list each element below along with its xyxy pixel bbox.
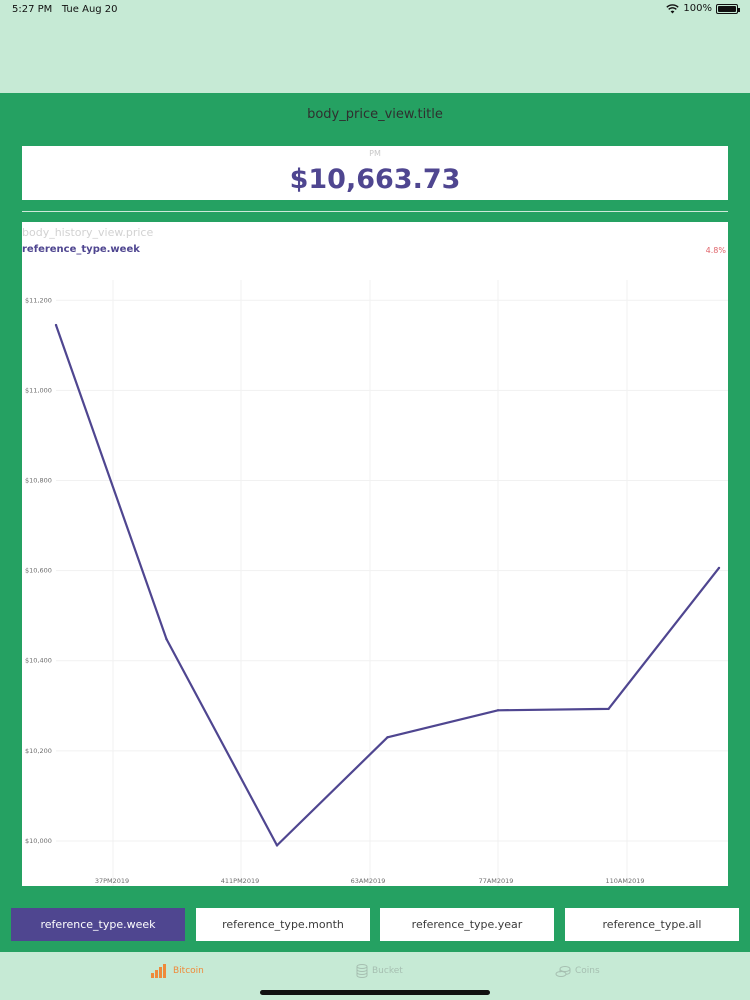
range-year-button[interactable]: reference_type.year: [380, 908, 554, 941]
status-time: 5:27 PM Tue Aug 20: [12, 4, 118, 15]
history-range: reference_type.week: [22, 244, 140, 255]
status-right: 100%: [666, 3, 740, 14]
y-tick-label: $10,200: [25, 747, 52, 755]
price-chart: $11,200 $11,000 $10,800 $10,600 $10,400 $10,2…: [25, 280, 728, 886]
history-card: $11,200 $11,000 $10,800 $10,600 $10,400 $10,2…: [22, 222, 728, 886]
range-month-button[interactable]: reference_type.month: [196, 908, 370, 941]
y-tick-label: $11,200: [25, 296, 52, 304]
coins-icon: [555, 966, 571, 977]
x-tick-label: 110AM2019: [605, 877, 644, 885]
range-all-button[interactable]: reference_type.all: [565, 908, 739, 941]
price-line: [54, 324, 720, 847]
history-title: body_history_view.price: [22, 226, 154, 239]
tab-bitcoin[interactable]: Bitcoin: [151, 964, 204, 978]
history-change: 4.8%: [705, 246, 726, 255]
status-bar: 5:27 PM Tue Aug 20 100%: [0, 0, 750, 20]
battery-icon: [716, 3, 740, 14]
data-point: [165, 637, 168, 641]
data-point: [386, 736, 389, 739]
x-tick-label: 37PM2019: [95, 877, 129, 885]
tab-bucket-label: Bucket: [372, 966, 403, 976]
wifi-icon: [666, 3, 680, 13]
current-price: $10,663.73: [289, 164, 461, 195]
y-tick-label: $11,000: [25, 386, 52, 394]
battery-percent: 100%: [683, 3, 712, 14]
price-card: PM $10,663.73: [22, 146, 728, 200]
data-point: [607, 707, 610, 711]
tab-coins-label: Coins: [575, 966, 600, 976]
data-point: [496, 709, 500, 712]
y-tick-label: $10,800: [25, 476, 52, 484]
tab-coins[interactable]: Coins: [555, 964, 600, 978]
x-tick-label: 411PM2019: [221, 877, 259, 885]
x-tick-label: 77AM2019: [479, 877, 514, 885]
bar-chart-icon: [151, 964, 166, 978]
tab-bitcoin-label: Bitcoin: [173, 966, 204, 976]
range-week-button[interactable]: reference_type.week: [11, 908, 185, 941]
data-point: [54, 323, 58, 327]
database-icon: [356, 964, 368, 978]
y-tick-label: $10,000: [25, 837, 52, 845]
y-tick-label: $10,400: [25, 657, 52, 665]
divider: [22, 211, 728, 212]
page-title: body_price_view.title: [307, 107, 443, 122]
y-tick-label: $10,600: [25, 567, 52, 575]
data-point: [275, 844, 279, 847]
x-tick-label: 63AM2019: [351, 877, 386, 885]
price-ampm: PM: [369, 149, 381, 158]
data-point: [717, 566, 721, 570]
range-selector: reference_type.week reference_type.month…: [0, 908, 750, 941]
tab-bucket[interactable]: Bucket: [356, 964, 403, 978]
home-indicator: [260, 990, 490, 995]
main-content: body_price_view.title PM $10,663.73 $11,…: [0, 93, 750, 952]
